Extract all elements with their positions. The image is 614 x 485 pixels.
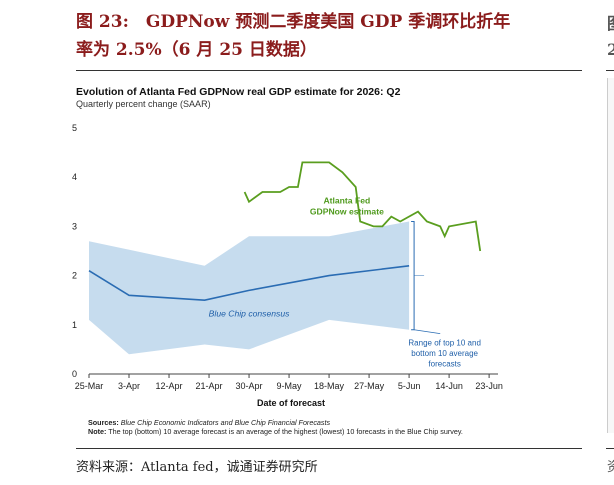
chart-title: Evolution of Atlanta Fed GDPNow real GDP… (76, 86, 401, 98)
range-annotation: forecasts (428, 359, 460, 368)
x-tick-label: 12-Apr (156, 381, 183, 391)
methodology-note: Note: The top (bottom) 10 average foreca… (88, 427, 463, 436)
x-tick-label: 30-Apr (236, 381, 263, 391)
range-leader-line (414, 329, 441, 335)
report-title-line1: 图 23: GDPNow 预测二季度美国 GDP 季调环比折年 (76, 12, 511, 32)
x-tick-label: 25-Mar (75, 381, 104, 391)
y-tick-label: 4 (72, 172, 77, 182)
gdpnow-annotation: GDPNow estimate (310, 206, 384, 216)
x-tick-label: 18-May (314, 381, 345, 391)
bottom-rule (76, 448, 582, 449)
range-bracket (411, 220, 415, 331)
note-label: Note: (88, 427, 106, 436)
adjacent-panel-glyph-top: 图 (607, 10, 614, 34)
chart-subtitle: Quarterly percent change (SAAR) (76, 99, 211, 109)
gdpnow-annotation: Atlanta Fed (323, 195, 370, 205)
forecast-range-band (89, 221, 410, 355)
x-tick-label: 9-May (277, 381, 303, 391)
top-rule (76, 70, 582, 71)
y-tick-label: 5 (72, 123, 77, 133)
x-tick-label: 23-Jun (475, 381, 503, 391)
gdpnow-estimate-line (243, 161, 482, 252)
source-line: 资料来源：Atlanta fed，诚通证券研究所 (76, 460, 318, 475)
adjacent-panel-top-rule (606, 70, 614, 71)
x-axis-label: Date of forecast (257, 398, 325, 408)
report-title: 图 23: GDPNow 预测二季度美国 GDP 季调环比折年 率为 2.5%（… (76, 8, 586, 64)
report-title-line2: 率为 2.5%（6 月 25 日数据） (76, 40, 317, 60)
note-text: The top (bottom) 10 average forecast is … (106, 427, 463, 436)
range-annotation: bottom 10 average (411, 349, 478, 358)
x-tick-label: 5-Jun (398, 381, 421, 391)
sources-note: Sources: Blue Chip Economic Indicators a… (88, 418, 331, 427)
x-tick-label: 27-May (354, 381, 385, 391)
y-tick-label: 1 (72, 320, 77, 330)
sources-label: Sources: (88, 418, 119, 427)
adjacent-panel-glyph-bottom: 资 (607, 460, 614, 475)
y-tick-label: 2 (72, 271, 77, 281)
y-tick-label: 3 (72, 221, 77, 231)
consensus-annotation: Blue Chip consensus (209, 308, 290, 318)
x-tick-label: 3-Apr (118, 381, 140, 391)
range-annotation: Range of top 10 and (408, 338, 481, 347)
adjacent-panel-chart (607, 78, 614, 433)
adjacent-panel-glyph-mid: 2 (607, 40, 614, 59)
y-tick-label: 0 (72, 369, 77, 379)
blue-chip-consensus-line (88, 265, 410, 302)
sources-text: Blue Chip Economic Indicators and Blue C… (119, 418, 331, 427)
x-tick-label: 21-Apr (196, 381, 223, 391)
adjacent-panel-bottom-rule (606, 448, 614, 449)
x-tick-label: 14-Jun (435, 381, 463, 391)
